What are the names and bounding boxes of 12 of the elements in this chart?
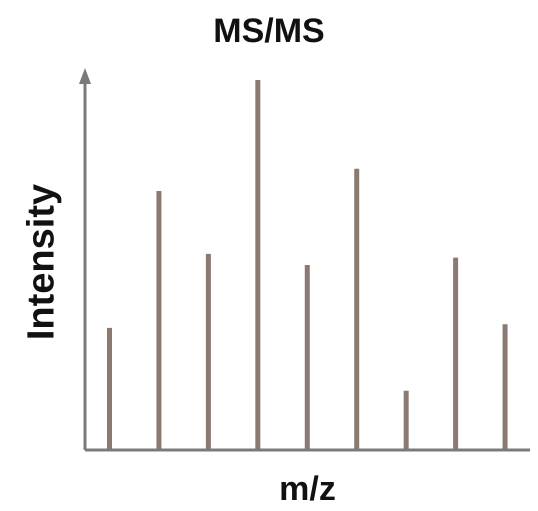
- x-axis-title: m/z: [278, 470, 337, 509]
- bar: [107, 328, 112, 450]
- bar: [156, 191, 162, 450]
- chart-title: MS/MS: [212, 12, 326, 51]
- bar: [453, 258, 458, 450]
- bar: [404, 390, 409, 450]
- bar: [354, 168, 360, 450]
- bar: [206, 254, 211, 450]
- y-axis-title: Intensity: [20, 184, 64, 340]
- bar: [304, 265, 310, 450]
- bar: [255, 80, 260, 450]
- bar: [502, 324, 508, 450]
